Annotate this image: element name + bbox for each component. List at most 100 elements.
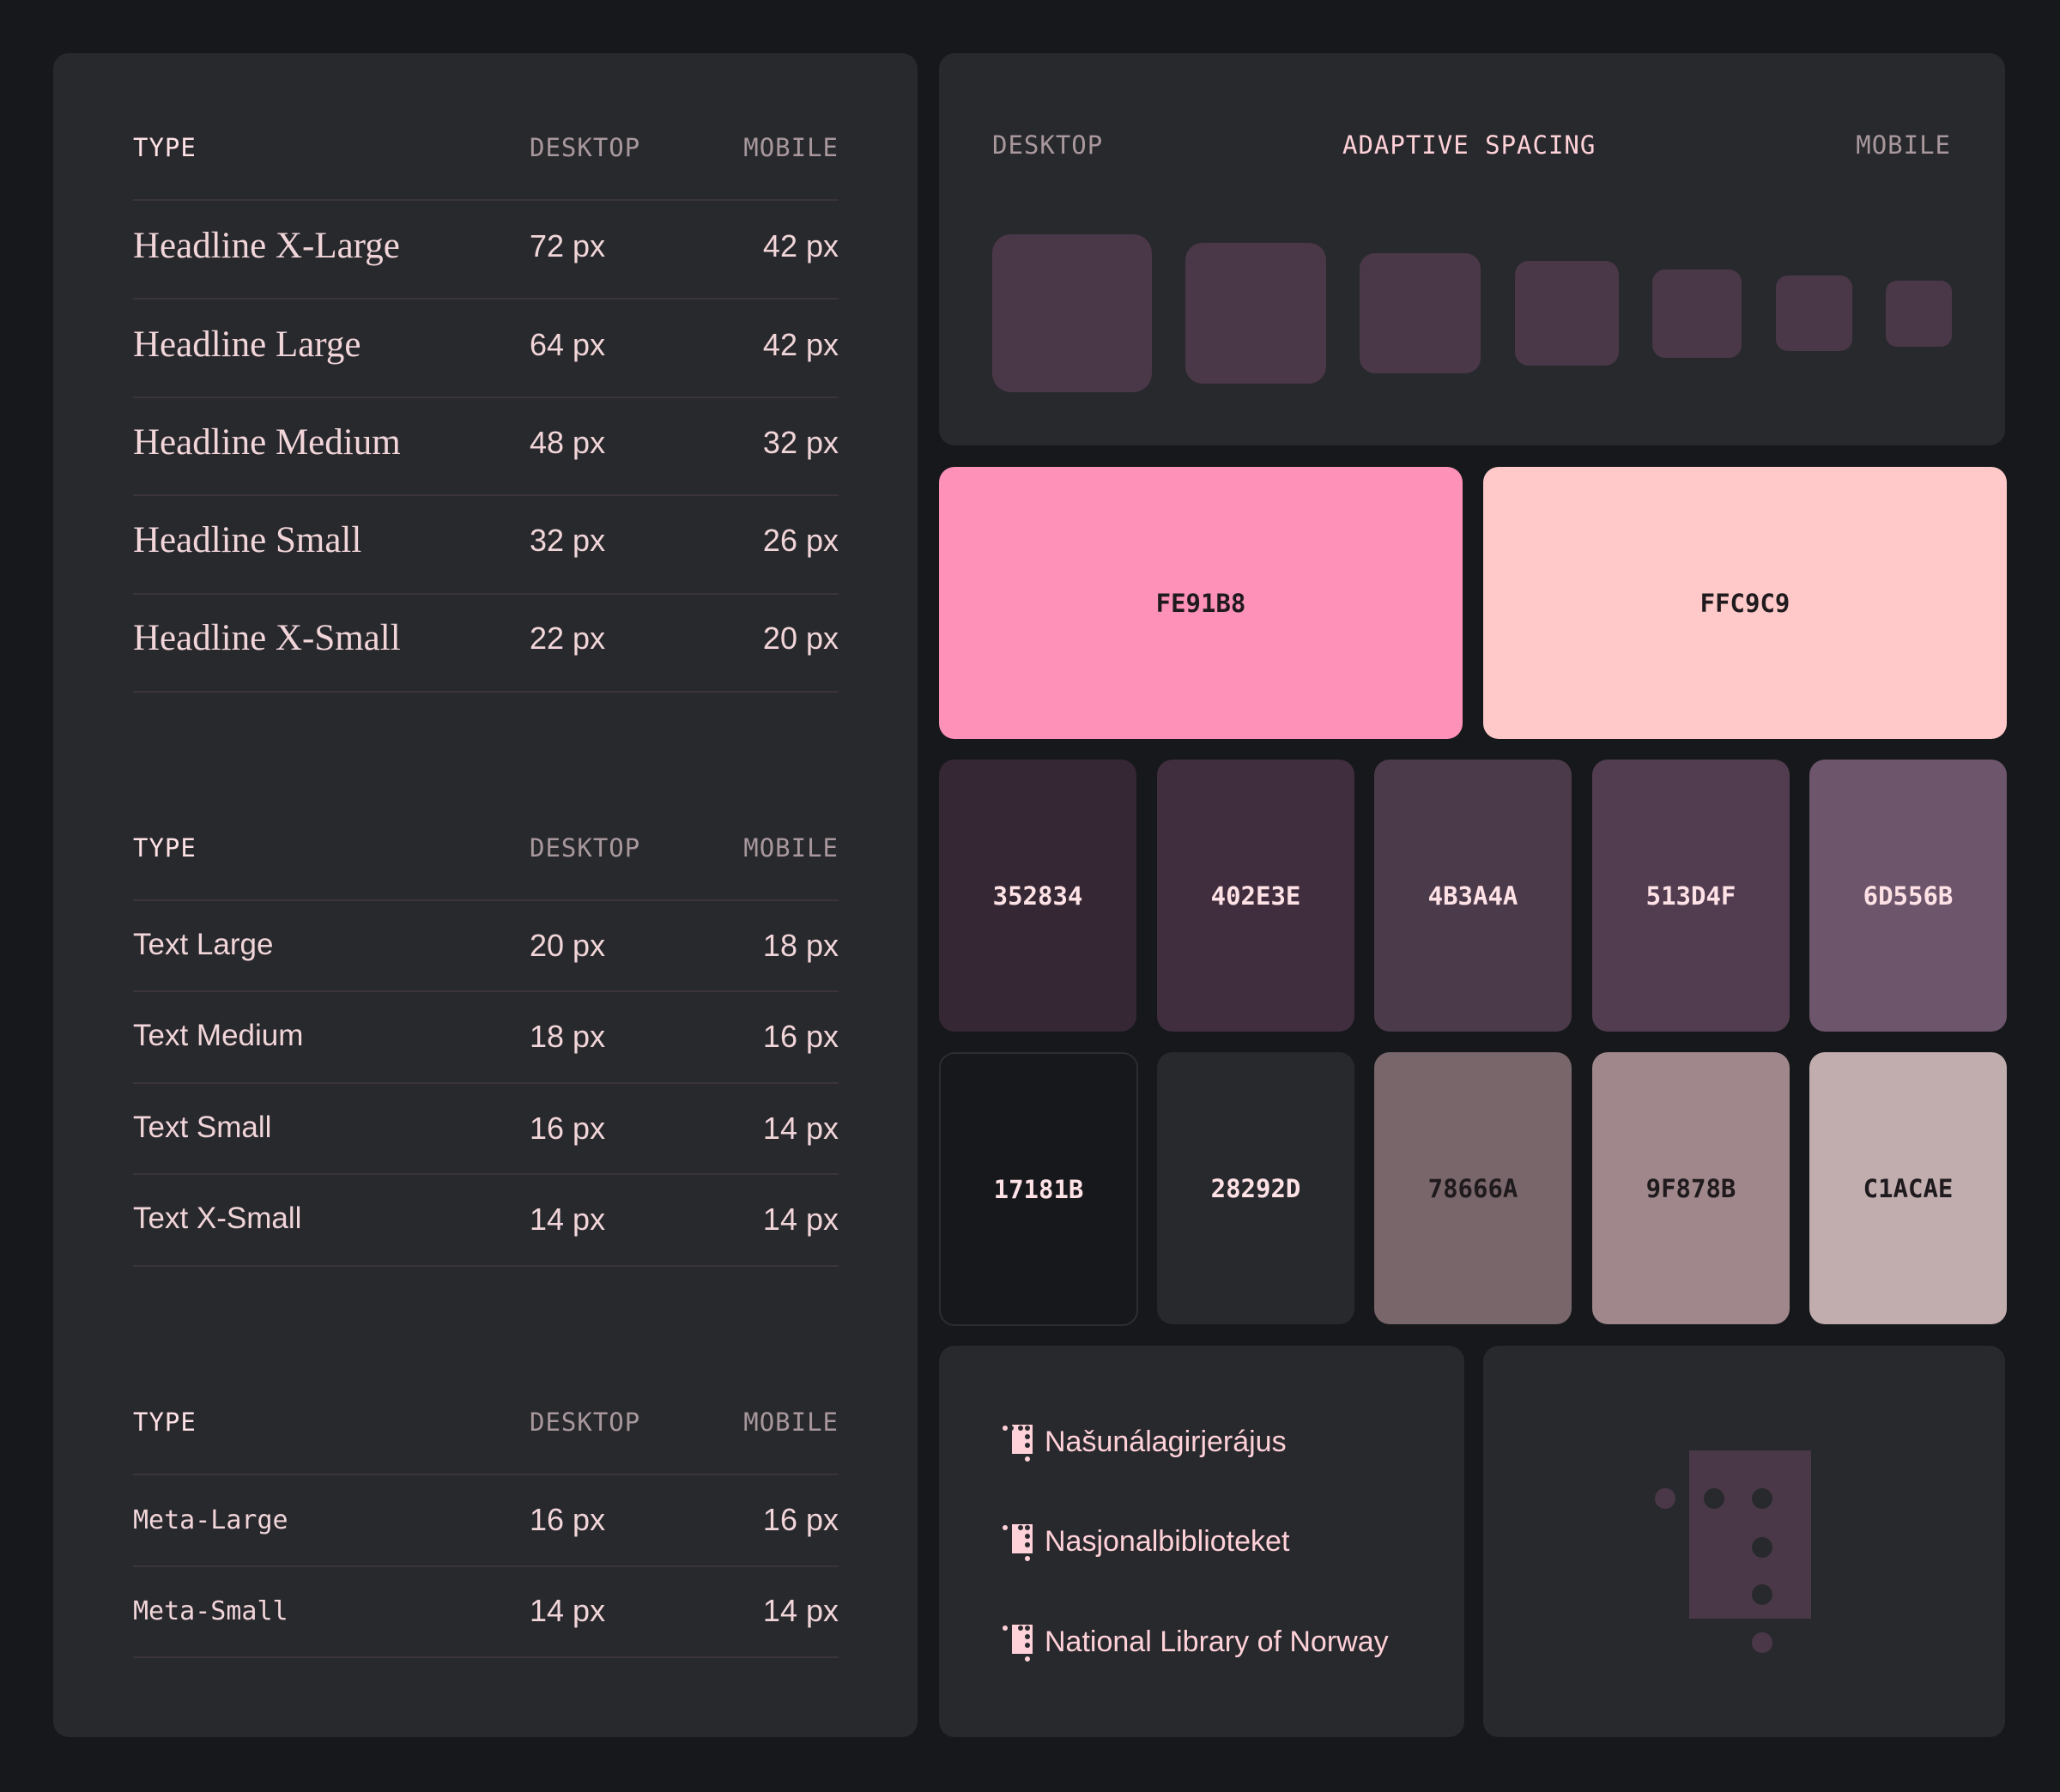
row-mobile: 42 px (762, 327, 839, 362)
library-name-sami: Našunálagirjerájus (1002, 1418, 1287, 1466)
spacing-square (1515, 261, 1619, 366)
divider (133, 1474, 839, 1475)
row-desktop: 16 px (530, 1502, 606, 1537)
row-mobile: 14 px (762, 1593, 839, 1628)
row-name: Text Medium (133, 1019, 304, 1052)
color-swatch: 513D4F (1592, 760, 1790, 1032)
divider (133, 691, 839, 693)
row-mobile: 18 px (762, 928, 839, 963)
row-name: Headline X-Large (133, 226, 400, 266)
color-hex: 9F878B (1645, 1173, 1736, 1203)
color-hex: 28292D (1210, 1173, 1301, 1203)
color-hex: C1ACAE (1863, 1173, 1954, 1203)
spacing-desktop-label: DESKTOP (992, 130, 1104, 160)
row-name: Headline Large (133, 324, 361, 365)
color-swatch: 28292D (1157, 1052, 1354, 1324)
library-name-text: Nasjonalbiblioteket (1045, 1524, 1290, 1558)
row-desktop: 18 px (530, 1019, 606, 1054)
color-swatch-primary: FE91B8 (939, 467, 1463, 739)
table-row: Meta-Small 14 px 14 px (133, 1593, 839, 1636)
color-swatch: 78666A (1374, 1052, 1572, 1324)
spacing-square (1185, 243, 1326, 384)
row-name: Meta-Small (133, 1596, 288, 1626)
table-row: Headline Large 64 px 42 px (133, 324, 839, 375)
color-hex: FE91B8 (1155, 588, 1246, 618)
row-mobile: 16 px (762, 1019, 839, 1054)
spacing-mobile-label: MOBILE (1856, 130, 1951, 160)
row-desktop: 16 px (530, 1111, 606, 1146)
row-name: Text Large (133, 928, 274, 961)
header-desktop: DESKTOP (530, 833, 641, 863)
table-row: Headline Medium 48 px 32 px (133, 421, 839, 473)
divider (133, 1265, 839, 1267)
divider (133, 1565, 839, 1567)
header-mobile: MOBILE (743, 133, 839, 162)
header-type: TYPE (133, 1408, 197, 1437)
spacing-square (1652, 269, 1742, 358)
row-mobile: 26 px (762, 523, 839, 558)
table-row: Text Medium 18 px 16 px (133, 1019, 839, 1062)
row-desktop: 20 px (530, 928, 606, 963)
row-name: Headline X-Small (133, 618, 401, 658)
color-swatch-secondary: FFC9C9 (1483, 467, 2007, 739)
header-mobile: MOBILE (743, 1408, 839, 1437)
color-hex: 402E3E (1210, 881, 1301, 911)
library-name-text: Našunálagirjerájus (1045, 1425, 1287, 1458)
header-desktop: DESKTOP (530, 133, 641, 162)
row-name: Headline Medium (133, 422, 401, 463)
divider (133, 397, 839, 398)
library-name-text: National Library of Norway (1045, 1625, 1389, 1658)
row-desktop: 14 px (530, 1593, 606, 1628)
table-row: Headline X-Large 72 px 42 px (133, 225, 839, 276)
spacing-square (1886, 281, 1952, 347)
library-name-norwegian: Nasjonalbiblioteket (1002, 1517, 1289, 1565)
color-hex: 78666A (1427, 1173, 1518, 1203)
divider (133, 593, 839, 595)
divider (133, 494, 839, 496)
meta-table-header: TYPE DESKTOP MOBILE (133, 1408, 839, 1468)
header-type: TYPE (133, 133, 197, 162)
row-desktop: 32 px (530, 523, 606, 558)
row-mobile: 32 px (762, 425, 839, 460)
header-mobile: MOBILE (743, 833, 839, 863)
spacing-square (1776, 275, 1852, 351)
table-row: Text X-Small 14 px 14 px (133, 1202, 839, 1244)
color-hex: 4B3A4A (1427, 881, 1518, 911)
color-swatch: 6D556B (1809, 760, 2007, 1032)
headline-table-header: TYPE DESKTOP MOBILE (133, 133, 839, 193)
text-table-header: TYPE DESKTOP MOBILE (133, 833, 839, 893)
library-logo-icon (1003, 1425, 1033, 1462)
spacing-square (1360, 253, 1481, 373)
row-desktop: 22 px (530, 621, 606, 656)
row-mobile: 14 px (762, 1202, 839, 1237)
color-swatch: C1ACAE (1809, 1052, 2007, 1324)
color-hex: 17181B (993, 1174, 1084, 1204)
row-mobile: 16 px (762, 1502, 839, 1537)
row-desktop: 48 px (530, 425, 606, 460)
spacing-title: ADAPTIVE SPACING (1342, 130, 1596, 160)
spacing-square (992, 234, 1152, 392)
row-desktop: 14 px (530, 1202, 606, 1237)
divider (133, 1656, 839, 1658)
library-logo-icon (1003, 1625, 1033, 1662)
divider (133, 298, 839, 300)
typography-panel: TYPE DESKTOP MOBILE Headline X-Large 72 … (53, 53, 918, 1737)
color-swatch: 352834 (939, 760, 1136, 1032)
divider (133, 1082, 839, 1084)
color-hex: 6D556B (1863, 881, 1954, 911)
table-row: Headline X-Small 22 px 20 px (133, 617, 839, 669)
divider (133, 1173, 839, 1175)
row-desktop: 72 px (530, 228, 606, 263)
divider (133, 990, 839, 992)
divider (133, 899, 839, 901)
color-hex: 352834 (992, 881, 1083, 911)
table-row: Text Small 16 px 14 px (133, 1111, 839, 1153)
header-desktop: DESKTOP (530, 1408, 641, 1437)
color-swatch: 402E3E (1157, 760, 1354, 1032)
library-logo-icon (1655, 1450, 1811, 1653)
table-row: Text Large 20 px 18 px (133, 928, 839, 971)
row-desktop: 64 px (530, 327, 606, 362)
row-name: Text X-Small (133, 1202, 302, 1235)
row-mobile: 14 px (762, 1111, 839, 1146)
row-mobile: 42 px (762, 228, 839, 263)
